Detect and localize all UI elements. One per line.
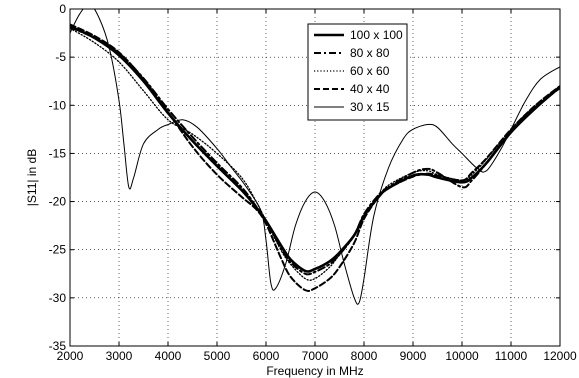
x-tick-label: 4000 (155, 349, 182, 363)
x-tick-label: 6000 (253, 349, 280, 363)
series-line-2 (70, 26, 560, 276)
y-tick-label: -25 (49, 243, 67, 257)
x-tick-label: 7000 (302, 349, 329, 363)
legend-box (307, 23, 408, 121)
y-axis-ticks: 0 -5 -10 -15 -20 -25 -30 -35 (49, 2, 560, 353)
y-tick-label: -20 (49, 195, 67, 209)
y-tick-label: -10 (49, 98, 67, 112)
x-tick-label: 11000 (495, 349, 528, 363)
x-axis-ticks: 2000 3000 4000 5000 6000 7000 8000 9000 10000 110… (57, 9, 577, 363)
series-line-3 (70, 27, 560, 281)
legend-label: 30 x 15 (350, 100, 390, 114)
series-line-5 (70, 9, 560, 305)
x-tick-label: 9000 (400, 349, 427, 363)
legend-label: 60 x 60 (350, 64, 390, 78)
x-tick-label: 2000 (57, 349, 84, 363)
legend-label: 100 x 100 (350, 28, 403, 42)
y-tick-label: -35 (49, 339, 67, 353)
x-tick-label: 3000 (106, 349, 133, 363)
y-axis-label: |S11| in dB (25, 149, 39, 206)
series-line-1 (70, 25, 560, 273)
legend-label: 40 x 40 (350, 82, 390, 96)
y-tick-label: -30 (49, 291, 67, 305)
x-tick-label: 10000 (445, 349, 479, 363)
y-tick-label: 0 (59, 2, 66, 16)
x-tick-label: 8000 (351, 349, 378, 363)
x-tick-label: 12000 (543, 349, 577, 363)
y-tick-label: -5 (55, 50, 66, 64)
series-lines (70, 9, 560, 305)
x-axis-label: Frequency in MHz (266, 364, 363, 378)
series-line-4 (70, 23, 560, 292)
x-tick-label: 5000 (204, 349, 231, 363)
y-tick-label: -15 (49, 146, 67, 160)
legend: 100 x 100 80 x 80 60 x 60 40 x 40 30 x 15 (307, 23, 408, 121)
legend-label: 80 x 80 (350, 46, 390, 60)
